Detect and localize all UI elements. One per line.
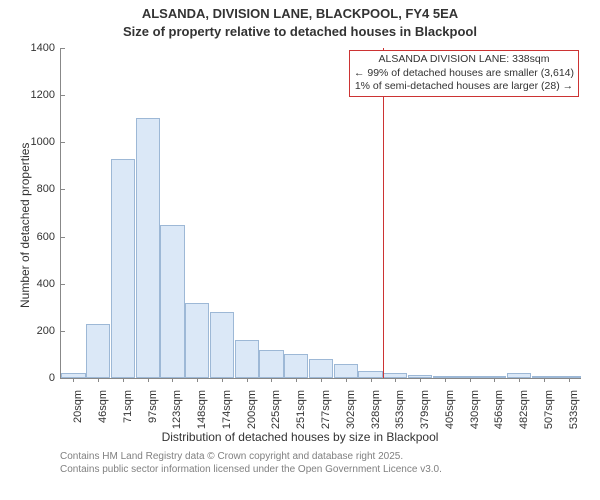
- histogram-bar: [284, 354, 308, 378]
- histogram-bar: [235, 340, 259, 378]
- x-tick: 379sqm: [419, 390, 431, 429]
- histogram-bar: [259, 350, 283, 378]
- footer-line-1: Contains HM Land Registry data © Crown c…: [60, 450, 442, 463]
- histogram-plot: 020040060080010001200140020sqm46sqm71sqm…: [60, 48, 581, 379]
- histogram-bar: [210, 312, 234, 378]
- histogram-bar: [86, 324, 110, 378]
- y-tick: 400: [37, 278, 61, 290]
- y-tick: 1000: [31, 136, 61, 148]
- histogram-bar: [111, 159, 135, 378]
- annotation-line: ALSANDA DIVISION LANE: 338sqm: [354, 53, 574, 67]
- x-tick: 533sqm: [568, 390, 580, 429]
- x-tick: 148sqm: [196, 390, 208, 429]
- annotation-marker-line: [383, 48, 384, 378]
- histogram-bar: [136, 118, 160, 378]
- histogram-bar: [185, 303, 209, 378]
- x-tick: 353sqm: [394, 390, 406, 429]
- footer-attribution: Contains HM Land Registry data © Crown c…: [60, 450, 442, 476]
- x-tick: 430sqm: [469, 390, 481, 429]
- histogram-bar: [309, 359, 333, 378]
- y-tick: 600: [37, 231, 61, 243]
- x-axis-label: Distribution of detached houses by size …: [0, 430, 600, 444]
- x-tick: 507sqm: [543, 390, 555, 429]
- y-tick: 200: [37, 325, 61, 337]
- x-tick: 200sqm: [246, 390, 258, 429]
- histogram-bar: [358, 371, 382, 378]
- x-tick: 405sqm: [444, 390, 456, 429]
- y-tick: 1200: [31, 89, 61, 101]
- annotation-line: ← 99% of detached houses are smaller (3,…: [354, 67, 574, 81]
- x-tick: 46sqm: [97, 390, 109, 423]
- x-tick: 328sqm: [370, 390, 382, 429]
- x-tick: 225sqm: [270, 390, 282, 429]
- x-tick: 251sqm: [295, 390, 307, 429]
- histogram-bar: [334, 364, 358, 378]
- title-line-2: Size of property relative to detached ho…: [0, 24, 600, 39]
- x-tick: 123sqm: [171, 390, 183, 429]
- footer-line-2: Contains public sector information licen…: [60, 463, 442, 476]
- x-tick: 174sqm: [221, 390, 233, 429]
- x-tick: 20sqm: [72, 390, 84, 423]
- x-tick: 277sqm: [320, 390, 332, 429]
- y-tick: 800: [37, 183, 61, 195]
- title-line-1: ALSANDA, DIVISION LANE, BLACKPOOL, FY4 5…: [0, 6, 600, 21]
- x-tick: 71sqm: [122, 390, 134, 423]
- y-tick: 1400: [31, 42, 61, 54]
- annotation-box: ALSANDA DIVISION LANE: 338sqm← 99% of de…: [349, 50, 579, 97]
- annotation-line: 1% of semi-detached houses are larger (2…: [354, 80, 574, 94]
- y-tick: 0: [49, 372, 61, 384]
- histogram-bar: [160, 225, 184, 378]
- x-tick: 482sqm: [518, 390, 530, 429]
- y-axis-label: Number of detached properties: [18, 143, 32, 308]
- x-tick: 97sqm: [147, 390, 159, 423]
- x-tick: 302sqm: [345, 390, 357, 429]
- x-tick: 456sqm: [493, 390, 505, 429]
